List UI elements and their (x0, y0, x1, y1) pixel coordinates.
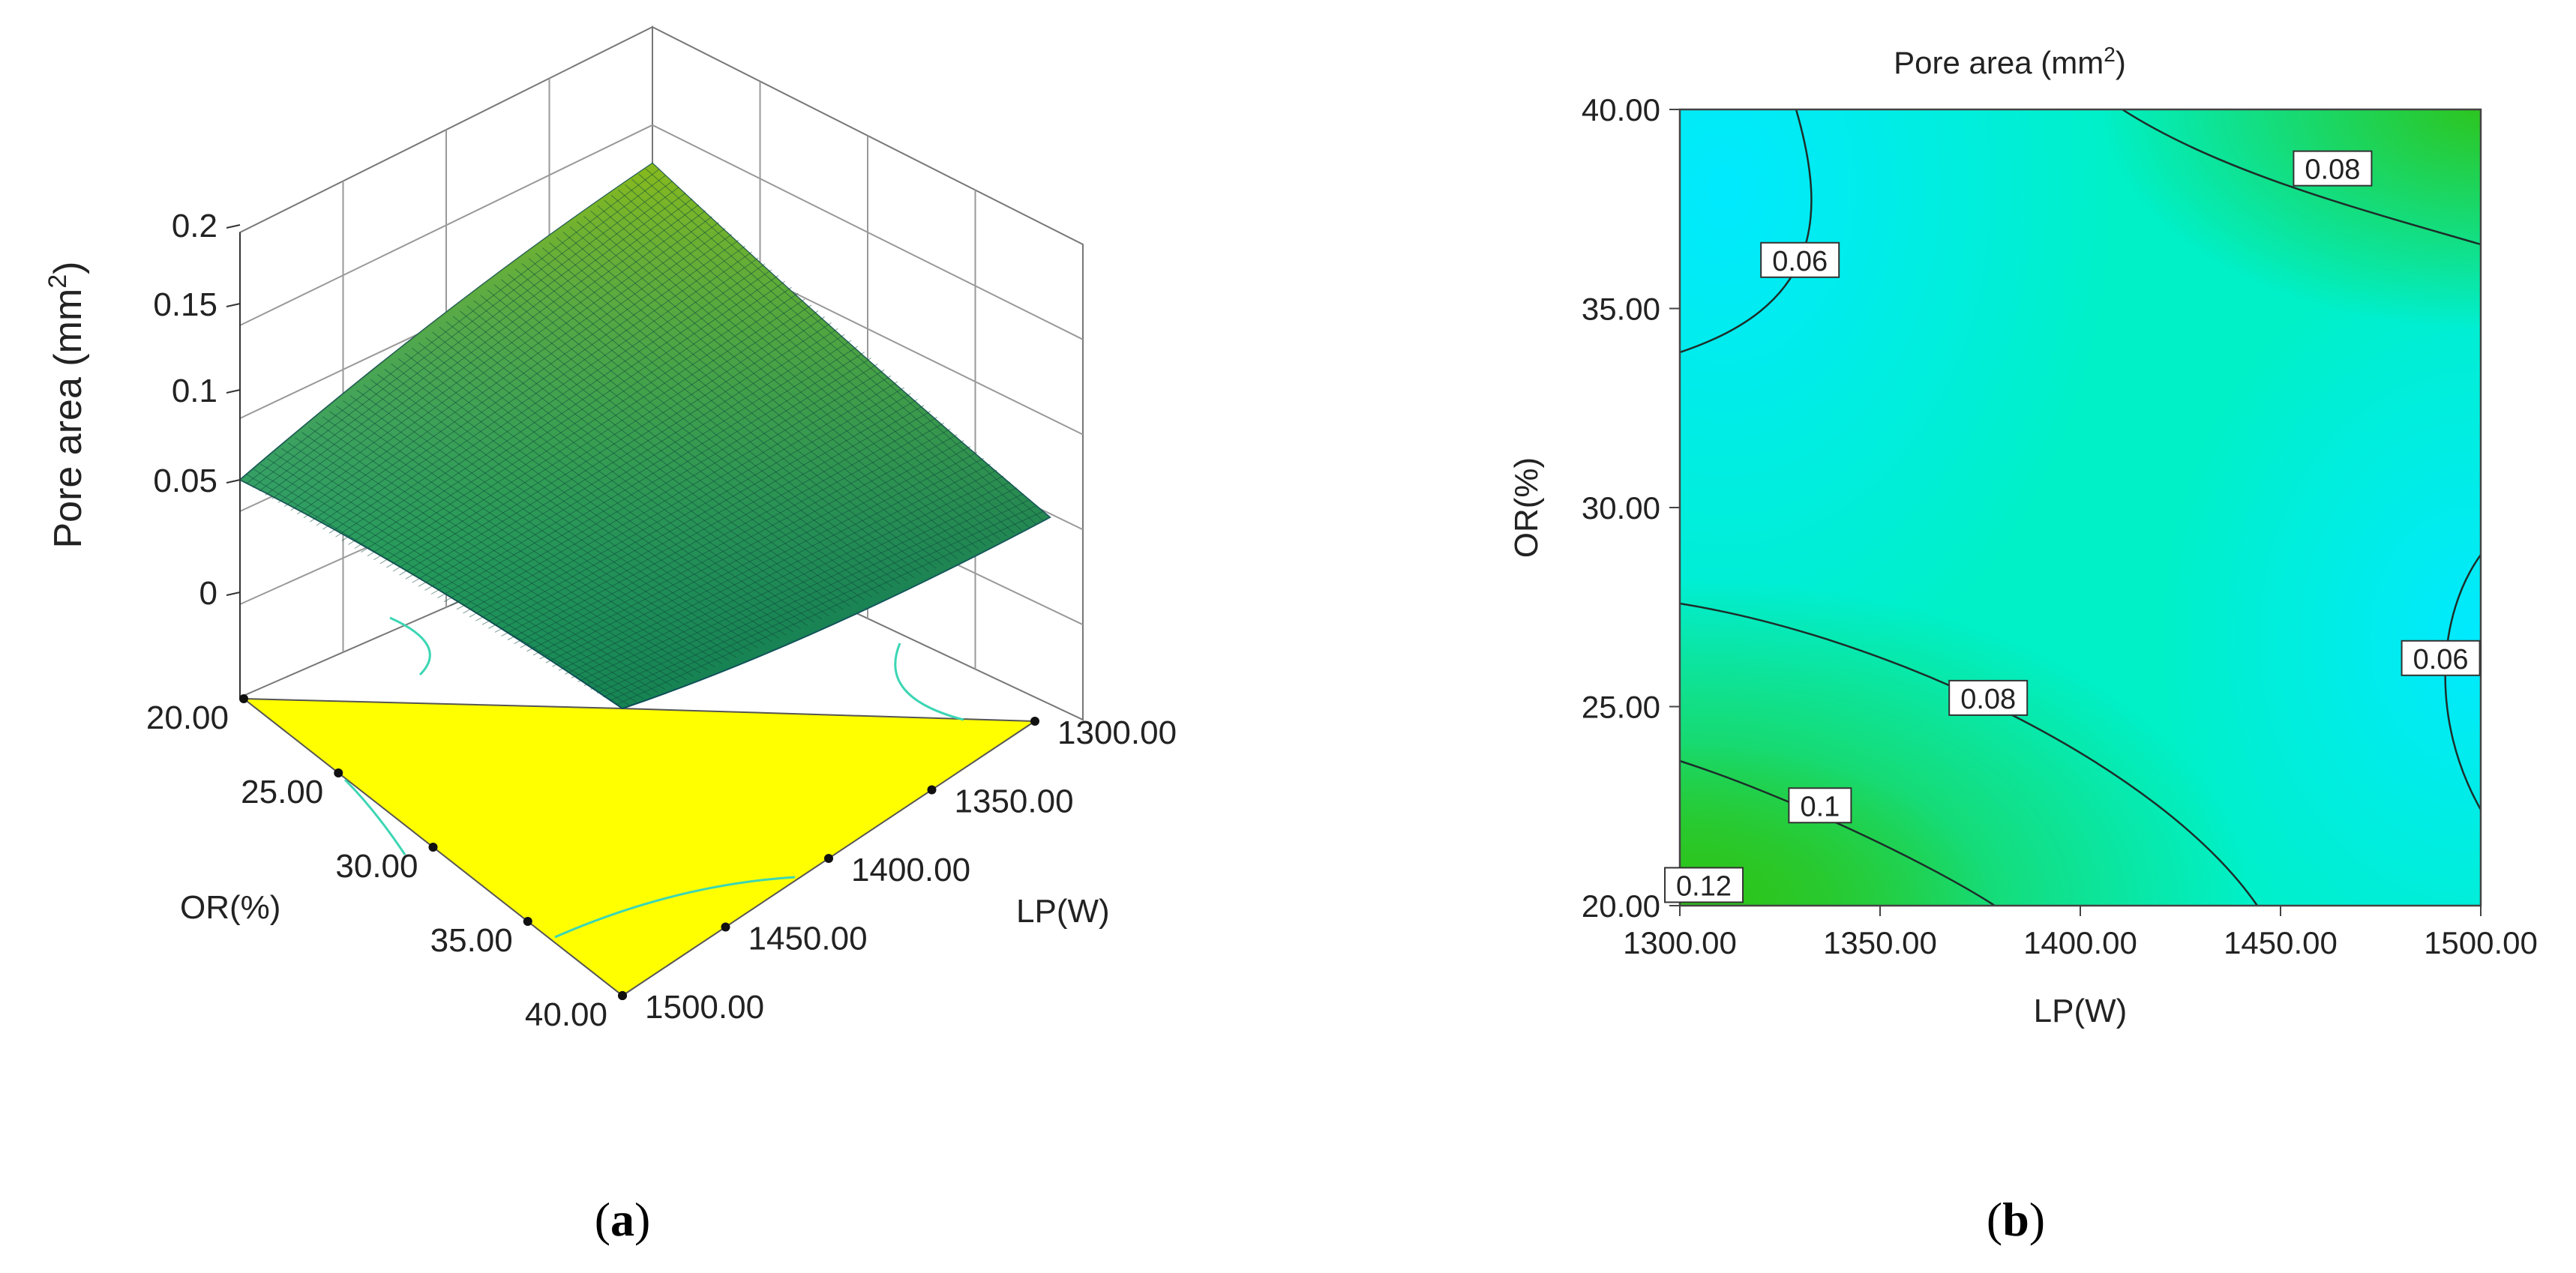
lp-tick-mark (618, 991, 627, 1000)
lp-tick-mark (824, 854, 833, 863)
z-tick-label: 0.15 (153, 286, 217, 323)
contour-label: 0.1 (1788, 787, 1852, 824)
lp-tick-mark (927, 785, 937, 795)
contour-label-text: 0.12 (1676, 870, 1732, 902)
contour-label-box (1760, 241, 1840, 278)
contour-labels: 0.06 0.08 0.06 0.08 0.1 0.12 (1664, 150, 2481, 903)
z-tick-label: 0.1 (172, 373, 217, 409)
contour-field (1680, 109, 2481, 906)
contour-label-box (1664, 867, 1744, 903)
x-tick-label: 1300.00 (1623, 925, 1737, 960)
contour-title: Pore area (mm2) (1894, 43, 2126, 80)
y-axis-ticks: 20.00 25.00 30.00 35.00 40.00 (1582, 92, 1680, 924)
x-axis-label: LP(W) (2034, 993, 2128, 1029)
lp-tick-label: 1500.00 (645, 989, 764, 1026)
cyan-region-right (2160, 247, 2481, 906)
contour-label: 0.08 (1948, 679, 2029, 716)
contour-label-box (2401, 639, 2481, 676)
contour-label-box (1788, 787, 1852, 824)
or-tick-mark (428, 843, 438, 852)
or-tick-mark (523, 917, 532, 926)
z-tick-mark (226, 389, 241, 394)
x-tick-label: 1500.00 (2424, 925, 2538, 960)
lp-axis: 1300.00 1350.00 1400.00 1450.00 1500.00 (618, 714, 1177, 1026)
or-axis: 20.00 25.00 30.00 35.00 40.00 (146, 694, 627, 1033)
or-tick-label: 35.00 (430, 922, 513, 959)
lp-tick-label: 1400.00 (851, 852, 970, 888)
y-axis-label: OR(%) (1508, 457, 1545, 558)
contour-label-text: 0.06 (2413, 644, 2469, 675)
y-tick-label: 25.00 (1582, 690, 1660, 725)
or-tick-mark (334, 768, 343, 777)
contour-label: 0.06 (2401, 639, 2481, 676)
contour-line-0.1 (1680, 759, 1996, 906)
z-tick-label: 0 (199, 575, 217, 612)
surface-highlight (240, 163, 1050, 708)
floor-plane (241, 697, 1038, 997)
contour-label-box (1948, 679, 2029, 716)
floor-contours (343, 616, 964, 939)
contour-label: 0.12 (1664, 867, 1744, 903)
contour-label-text: 0.08 (2305, 154, 2360, 186)
surface-mesh (246, 168, 1044, 706)
z-tick-label: 0.2 (172, 208, 217, 244)
lp-tick-mark (721, 922, 730, 932)
green-region-top-right (2100, 109, 2481, 330)
surface-plot-panel: 0 0.05 0.1 0.15 0.2 Pore area (mm2) 20.00 25.… (43, 25, 1177, 1246)
lp-tick-mark (1030, 717, 1039, 726)
z-tick-label: 0.05 (153, 463, 217, 499)
or-axis-label: OR(%) (180, 889, 280, 926)
y-tick-label: 20.00 (1582, 888, 1660, 924)
contour-label-text: 0.08 (1960, 684, 2016, 715)
x-axis-ticks: 1300.00 1350.00 1400.00 1450.00 1500.00 (1623, 906, 2538, 960)
or-tick-label: 20.00 (146, 699, 229, 736)
or-tick-mark (239, 694, 248, 703)
or-tick-label: 40.00 (525, 996, 607, 1033)
or-tick-label: 30.00 (335, 848, 418, 885)
contour-line-0.08-top (2122, 109, 2481, 246)
lp-tick-label: 1300.00 (1057, 714, 1177, 751)
panel-label-a: (a) (595, 1193, 651, 1246)
x-tick-label: 1450.00 (2224, 925, 2338, 960)
contour-label: 0.08 (2293, 150, 2373, 187)
z-axis: 0 0.05 0.1 0.15 0.2 (153, 208, 241, 697)
contour-label-box (2293, 150, 2373, 187)
y-tick-label: 30.00 (1582, 490, 1660, 526)
x-tick-label: 1400.00 (2023, 925, 2137, 960)
or-tick-label: 25.00 (241, 774, 323, 810)
lp-tick-label: 1450.00 (748, 921, 868, 957)
contour-plot-panel: Pore area (mm2) 0.060.080.060.080.10.12 … (1508, 43, 2538, 1246)
response-surface (238, 162, 1051, 710)
z-tick-mark (226, 592, 241, 596)
y-tick-label: 35.00 (1582, 292, 1660, 327)
contour-label-text: 0.06 (1772, 246, 1828, 277)
z-axis-label: Pore area (mm2) (43, 261, 90, 548)
panel-label-b: (b) (1987, 1193, 2045, 1246)
x-tick-label: 1350.00 (1823, 925, 1937, 960)
lp-tick-label: 1350.00 (955, 783, 1074, 820)
lp-axis-label: LP(W) (1016, 893, 1110, 930)
z-tick-mark (226, 303, 241, 307)
contour-label: 0.06 (1760, 241, 1840, 278)
y-tick-label: 40.00 (1582, 92, 1660, 127)
z-tick-mark (226, 224, 241, 229)
contour-label-text: 0.1 (1800, 791, 1840, 822)
z-tick-mark (226, 479, 241, 484)
